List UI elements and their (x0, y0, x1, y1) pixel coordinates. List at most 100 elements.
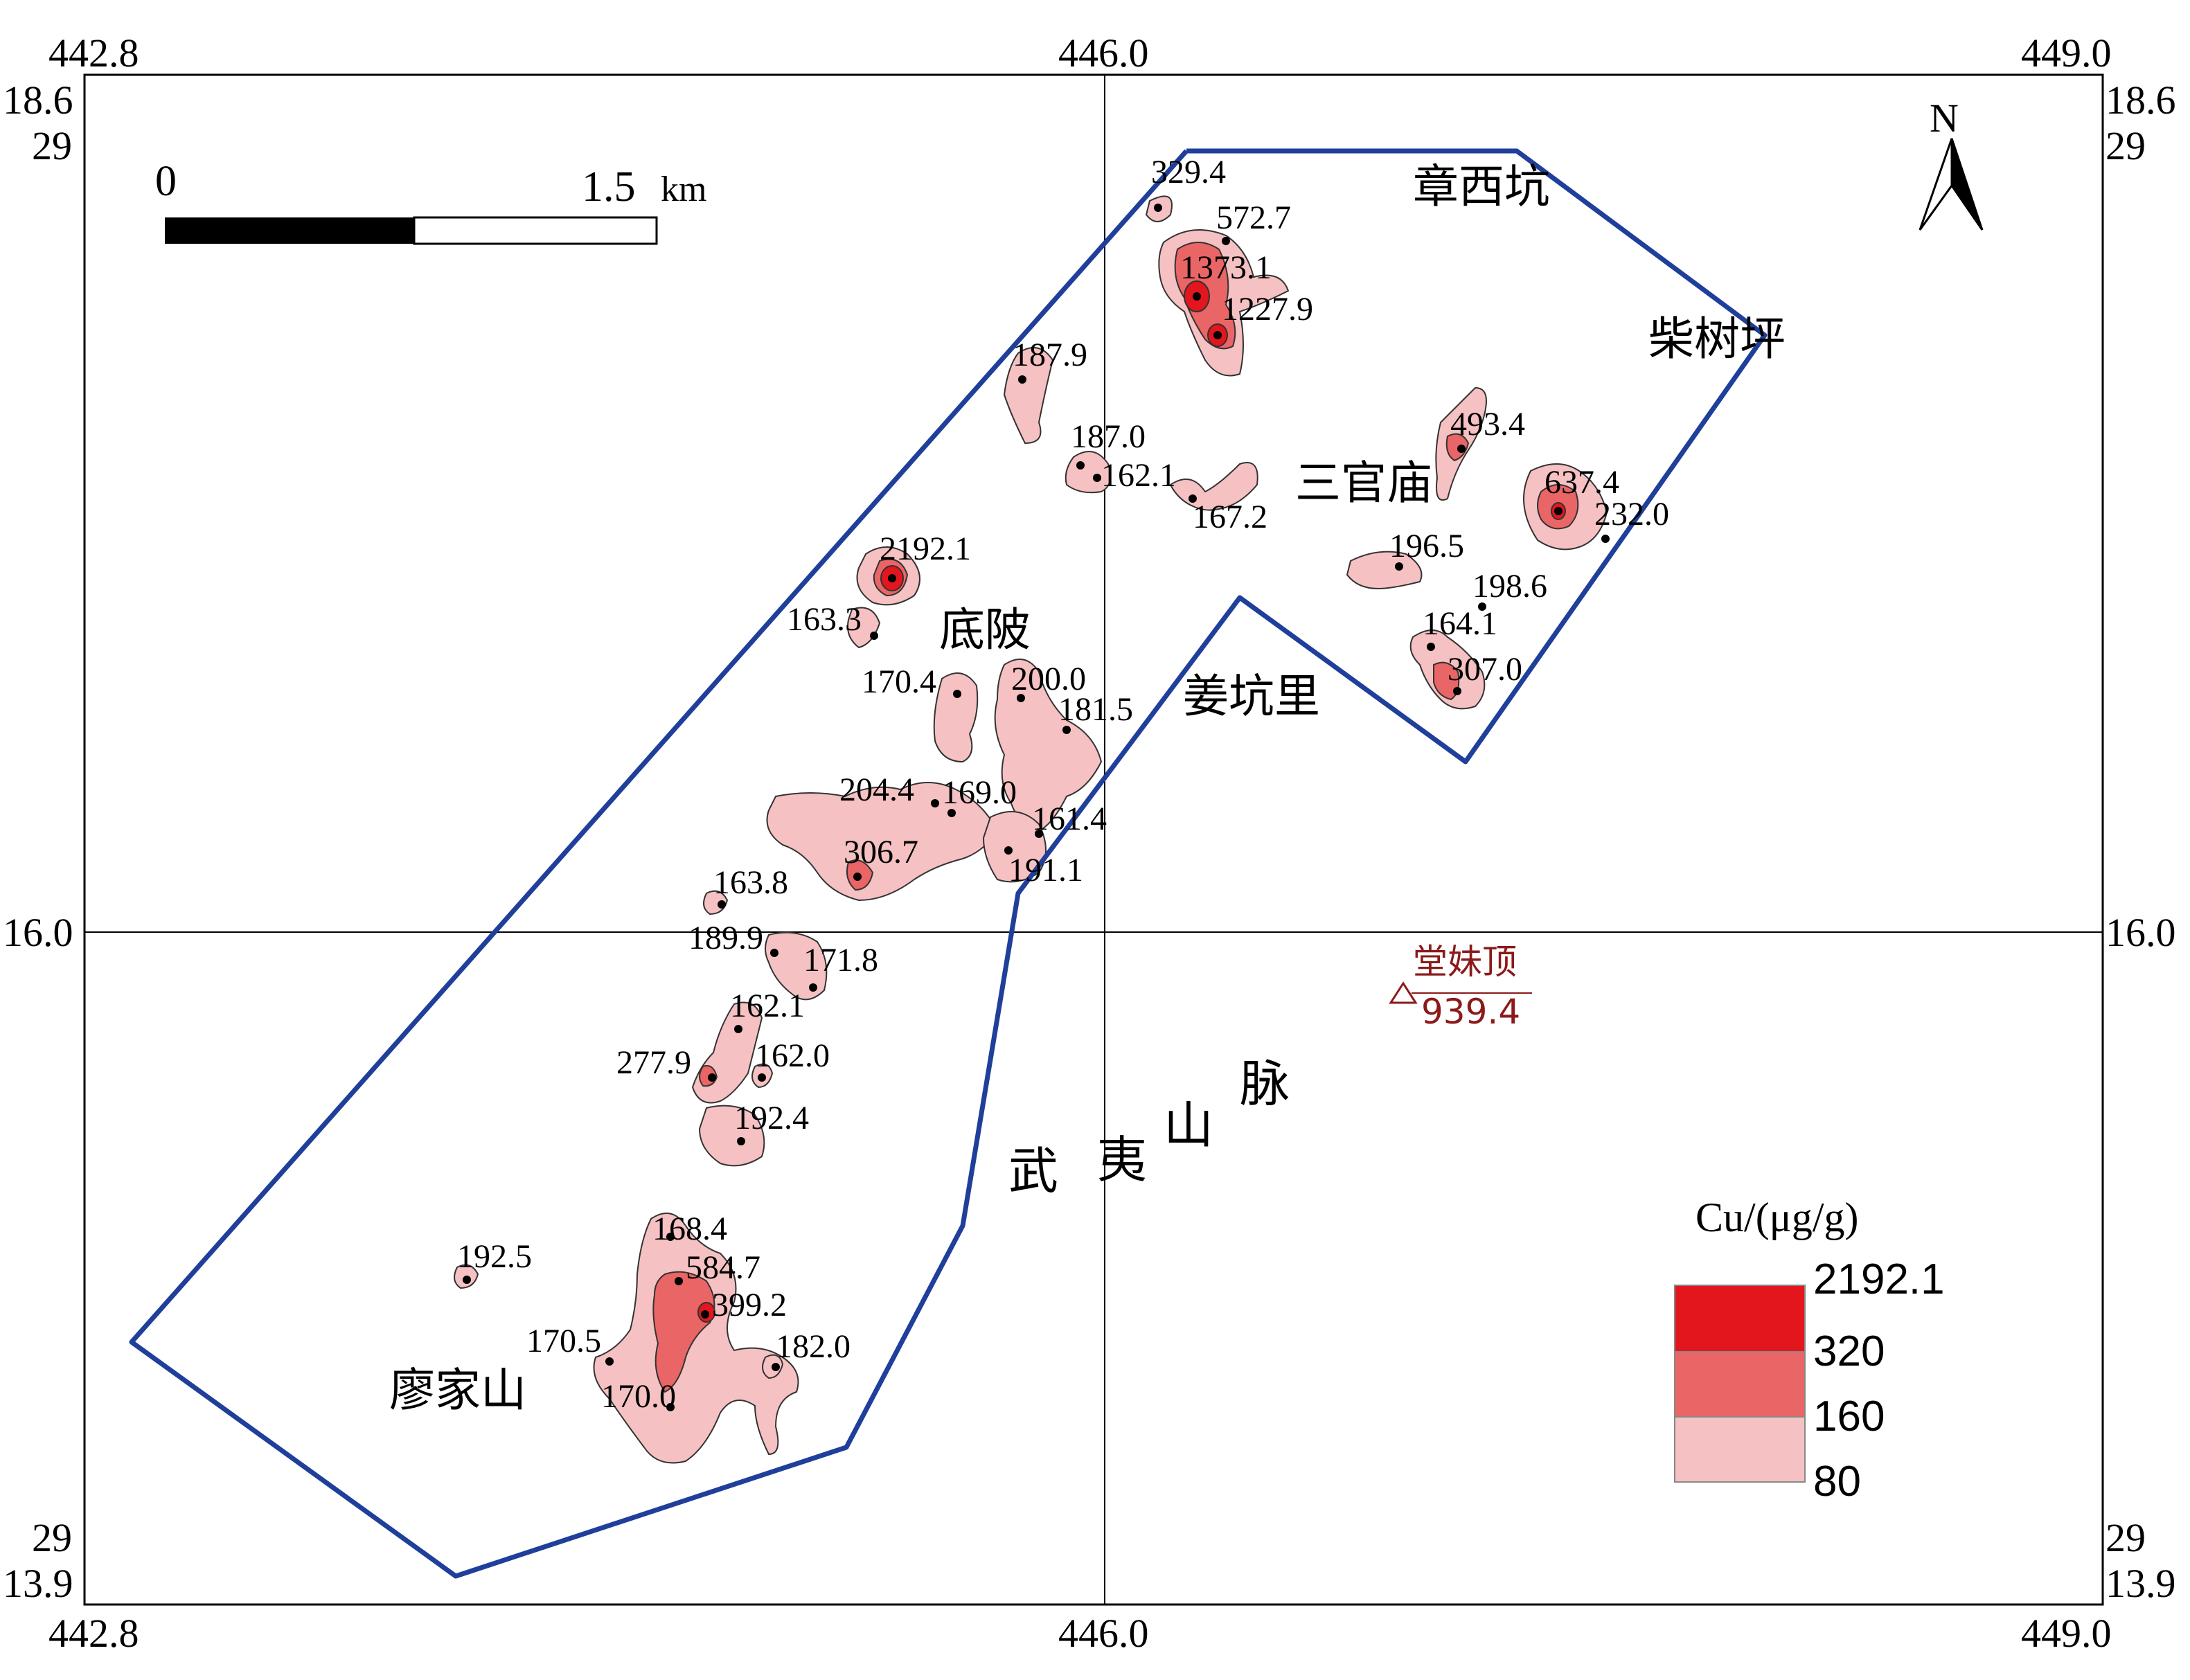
peak-name: 堂妹顶 (1413, 942, 1517, 982)
anomaly-zone (982, 811, 1047, 883)
sample-label: 198.6 (1472, 568, 1547, 605)
sample-label: 182.0 (776, 1328, 851, 1365)
sample-point (1017, 694, 1025, 702)
sample-label: 192.5 (457, 1238, 532, 1275)
sample-point (1554, 507, 1563, 515)
sample-point (953, 690, 961, 698)
place-chaishuping: 柴树坪 (1648, 312, 1786, 366)
legend-swatch-mid (1674, 1351, 1806, 1418)
triangle-icon (1389, 981, 1418, 1004)
peak-marker: 堂妹顶 939.4 (1389, 942, 1532, 1032)
sample-label: 307.0 (1448, 651, 1522, 688)
sample-label: 163.8 (713, 864, 788, 901)
survey-boundary (129, 148, 1768, 1579)
anomaly-zone (994, 659, 1103, 832)
scale-bar-unit: km (661, 170, 706, 209)
anomaly-zone (1445, 433, 1470, 462)
legend-title: Cu/(μg/g) (1695, 1195, 1859, 1240)
sample-label: 163.3 (787, 601, 862, 638)
sample-label: 329.4 (1151, 154, 1226, 190)
sample-label: 167.2 (1193, 499, 1267, 535)
place-diling: 底陂 (939, 603, 1031, 656)
mountain-range-char-3: 山 (1164, 1096, 1213, 1154)
sample-label: 187.9 (1013, 337, 1087, 373)
legend-break-2: 320 (1813, 1328, 1885, 1375)
sample-label: 162.1 (1101, 457, 1176, 494)
sample-point (1193, 292, 1201, 301)
sample-point (1213, 331, 1222, 339)
sample-point (947, 809, 956, 817)
sample-point (1018, 375, 1026, 384)
sample-point (1395, 562, 1403, 571)
sample-point (605, 1357, 614, 1366)
sample-label: 306.7 (844, 834, 918, 870)
y-tick-middle-right: 16.0 (2106, 910, 2176, 955)
sample-label: 169.0 (942, 774, 1017, 811)
anomaly-zone (1003, 347, 1054, 445)
x-tick-bottom-middle: 446.0 (1058, 1611, 1149, 1656)
y-tick-bottom-right-suffix: 29 (2106, 1515, 2146, 1560)
sample-label: 1227.9 (1222, 291, 1313, 328)
sample-point (1189, 494, 1197, 503)
scale-bar-start: 0 (155, 158, 177, 205)
sample-point (1478, 602, 1486, 611)
sample-label: 277.9 (616, 1044, 691, 1081)
sample-label: 204.4 (839, 771, 914, 808)
north-label: N (1930, 96, 1959, 141)
mountain-range-char-4: 脉 (1240, 1055, 1290, 1113)
x-tick-top-middle: 446.0 (1058, 30, 1149, 75)
sample-point (463, 1276, 471, 1284)
sample-point (809, 983, 817, 992)
anomaly-zone (933, 672, 979, 763)
sample-label: 2192.1 (880, 530, 971, 567)
sample-point (734, 1025, 742, 1033)
place-jiangkengli: 姜坑里 (1183, 670, 1320, 723)
sample-label: 637.4 (1544, 464, 1619, 501)
north-arrow-left-half (1919, 138, 1953, 231)
map-frame (83, 73, 2104, 1606)
sample-label: 187.0 (1071, 418, 1146, 455)
legend: Cu/(μg/g) 2192.1 320 160 80 (1674, 1195, 1945, 1505)
anomaly-zone (1065, 451, 1112, 494)
sample-point (772, 1363, 780, 1371)
legend-break-4: 80 (1813, 1458, 1861, 1505)
x-tick-top-left: 442.8 (48, 30, 139, 75)
sample-label: 162.1 (730, 988, 805, 1024)
scale-bar-white-segment (413, 216, 658, 245)
sample-label: 192.4 (734, 1100, 809, 1136)
sample-point (1457, 445, 1466, 453)
sample-point (1076, 461, 1085, 470)
sample-label: 162.0 (755, 1037, 830, 1074)
y-tick-bottom-right: 13.9 (2106, 1561, 2176, 1606)
sample-point (1222, 237, 1230, 245)
x-tick-bottom-right: 449.0 (2021, 1611, 2112, 1656)
sample-point (737, 1137, 745, 1145)
sample-point (1601, 535, 1610, 543)
mountain-range-char-2: 夷 (1097, 1131, 1147, 1189)
sample-label: 161.4 (1032, 801, 1107, 837)
x-tick-bottom-left: 442.8 (48, 1611, 139, 1656)
y-tick-top-left: 18.6 (3, 78, 73, 123)
sample-point (666, 1233, 675, 1241)
anomaly-zone (652, 1271, 715, 1393)
sample-label: 232.0 (1594, 496, 1669, 533)
sample-point (675, 1277, 683, 1285)
sample-label: 572.7 (1216, 199, 1291, 236)
legend-break-3: 160 (1813, 1393, 1885, 1440)
sample-labels: 329.4572.71373.11227.9187.9187.0162.1167… (457, 154, 1669, 1415)
sample-point (870, 632, 878, 640)
north-arrow-icon: N (1919, 96, 1984, 231)
legend-swatch-high (1674, 1285, 1806, 1352)
legend-break-1: 2192.1 (1813, 1255, 1945, 1303)
north-arrow-right-half (1950, 138, 1984, 231)
x-tick-top-right: 449.0 (2021, 30, 2112, 75)
sample-label: 493.4 (1450, 406, 1525, 443)
sample-point (666, 1403, 675, 1411)
mountain-range-char-1: 武 (1008, 1142, 1058, 1200)
sample-label: 168.4 (652, 1210, 727, 1247)
sample-label: 1373.1 (1180, 249, 1272, 286)
sample-point (1035, 830, 1043, 838)
sample-point (1453, 687, 1461, 695)
y-tick-top-right-suffix: 29 (2106, 123, 2146, 168)
